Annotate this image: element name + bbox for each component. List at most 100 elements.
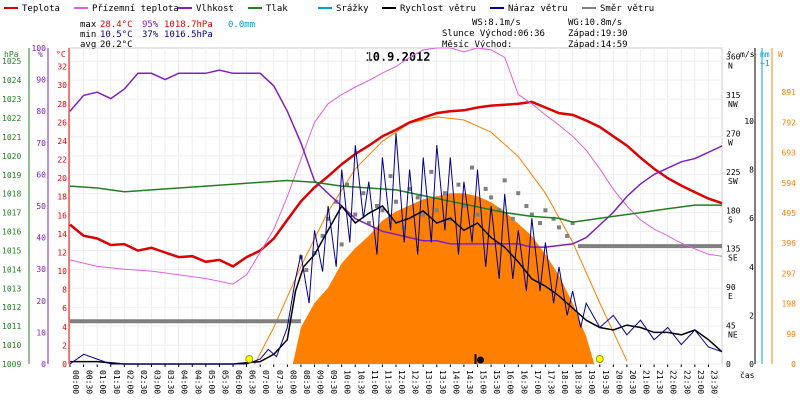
- x-tick-label-46: 23:00: [696, 370, 705, 394]
- x-tick-label-5: 02:30: [139, 370, 148, 394]
- wind-dir-point-10: [366, 221, 371, 226]
- temp-tick-12: 24: [57, 137, 67, 146]
- stat-max-label: max: [80, 20, 97, 30]
- stat-moonset: Západ:14:59: [568, 40, 628, 50]
- wind-dir-point-7: [345, 182, 350, 187]
- press-tick-14: 1023: [2, 95, 21, 104]
- axes: 00:00 00:30 01:00 01:30 02:00 02:30 03:00 03:30…: [2, 44, 796, 394]
- hum-tick-1: 10: [36, 328, 46, 337]
- x-tick-label-43: 21:30: [655, 370, 664, 394]
- marker-sunset: [595, 355, 604, 363]
- dir-tick-6: 270: [726, 129, 741, 138]
- stat-min-temp: 10.5°C: [100, 30, 133, 40]
- chart-title: 10.9.2012: [365, 50, 430, 64]
- x-tick-label-21: 10:30: [356, 370, 365, 394]
- wind-dir-point-11: [374, 204, 379, 208]
- x-tick-label-40: 20:00: [614, 370, 623, 394]
- wind-dir-point-18: [421, 212, 426, 217]
- temp-axis-unit: °C: [56, 50, 66, 59]
- wind-dir-point-13: [388, 174, 393, 179]
- x-tick-label-27: 13:30: [438, 370, 447, 394]
- wind-dir-point-36: [543, 208, 548, 213]
- stat-max-rain: 0.0mm: [228, 20, 255, 30]
- wind-dir-point-23: [456, 182, 461, 187]
- press-tick-6: 1015: [2, 246, 21, 255]
- press-axis-unit: hPa: [4, 50, 19, 59]
- dir-tick-compass-3: SE: [728, 254, 738, 263]
- solar-tick-3: 297: [782, 269, 797, 278]
- x-tick-label-34: 17:00: [533, 370, 542, 394]
- wind-dir-point-28: [489, 195, 494, 200]
- press-tick-9: 1018: [2, 190, 21, 199]
- wind-dir-point-25: [470, 165, 475, 170]
- solar-tick-5: 495: [782, 209, 797, 218]
- press-tick-16: 1025: [2, 57, 21, 66]
- x-tick-label-11: 05:30: [220, 370, 229, 394]
- rain-axis-unit: mm: [760, 50, 770, 59]
- hum-tick-6: 60: [36, 170, 46, 179]
- wind-dir-point-1: [304, 268, 309, 273]
- stat-min-label: min: [80, 30, 96, 40]
- solar-tick-0: 0: [791, 360, 796, 369]
- wind-tick-4: 8: [749, 166, 754, 175]
- temp-tick-2: 4: [62, 323, 67, 332]
- wind-dir-point-2: [312, 250, 317, 255]
- temp-tick-4: 8: [62, 286, 67, 295]
- solar-tick-9: 891: [782, 88, 797, 97]
- solar-axis-unit: W: [778, 50, 783, 59]
- legend: Teplota Přízemní teplota Vlhkost Tlak Srážky…: [4, 4, 654, 14]
- press-tick-2: 1011: [2, 322, 21, 331]
- wind-dir-point-39: [565, 233, 570, 238]
- solar-max-curve: [254, 116, 628, 365]
- dir-axis-unit: °: [727, 50, 732, 59]
- x-tick-label-30: 15:00: [479, 370, 488, 394]
- stat-max-press: 1018.7hPa: [164, 20, 213, 30]
- x-tick-label-3: 01:30: [112, 370, 121, 394]
- x-tick-label-44: 22:00: [669, 370, 678, 394]
- wind-tick-5: 10: [744, 117, 754, 126]
- x-tick-label-41: 20:30: [628, 370, 637, 394]
- legend-label-4: Srážky: [336, 4, 369, 14]
- wind-dir-point-31: [510, 216, 515, 221]
- x-tick-label-37: 18:30: [574, 370, 583, 394]
- x-tick-label-14: 07:00: [261, 370, 270, 394]
- stat-sunset: Západ:19:30: [568, 29, 628, 39]
- wind-dir-point-32: [516, 191, 521, 196]
- x-tick-label-10: 05:00: [207, 370, 216, 394]
- wind-dir-point-19: [429, 169, 434, 174]
- x-axis-unit: čas: [740, 370, 755, 380]
- legend-label-0: Teplota: [22, 4, 60, 14]
- x-tick-label-39: 19:30: [601, 370, 610, 394]
- x-tick-label-31: 15:30: [492, 370, 501, 394]
- x-tick-label-1: 00:30: [85, 370, 94, 394]
- stat-avg-temp: 20.2°C: [100, 40, 133, 50]
- x-tick-label-8: 04:00: [180, 370, 189, 394]
- dir-tick-compass-4: S: [728, 215, 733, 224]
- solar-tick-8: 792: [782, 118, 797, 127]
- x-tick-label-38: 19:00: [587, 370, 596, 394]
- dir-tick-4: 180: [726, 206, 741, 215]
- x-tick-label-25: 12:30: [411, 370, 420, 394]
- marker-now: [477, 356, 484, 364]
- x-tick-label-26: 13:00: [424, 370, 433, 394]
- solar-tick-1: 99: [786, 330, 796, 339]
- x-tick-label-15: 07:30: [275, 370, 284, 394]
- temp-tick-11: 22: [57, 156, 67, 165]
- dir-tick-compass-8: N: [728, 62, 733, 71]
- x-tick-label-47: 23:30: [709, 370, 718, 394]
- series-line-1: [69, 47, 723, 285]
- wind-tick-0: 0: [749, 360, 754, 369]
- stat-moonrise: Měsíc Východ:: [442, 40, 512, 50]
- wind-dir-point-24: [461, 204, 466, 208]
- solar-tick-6: 594: [782, 179, 797, 188]
- x-tick-label-6: 03:00: [153, 370, 162, 394]
- press-tick-10: 1019: [2, 171, 21, 180]
- wind-dir-point-3: [320, 233, 325, 238]
- wind-dir-point-38: [557, 225, 561, 230]
- press-tick-7: 1016: [2, 228, 21, 237]
- press-tick-15: 1024: [2, 76, 21, 85]
- press-tick-8: 1017: [2, 209, 21, 218]
- x-tick-label-2: 01:00: [98, 370, 107, 394]
- temp-tick-3: 6: [62, 304, 67, 313]
